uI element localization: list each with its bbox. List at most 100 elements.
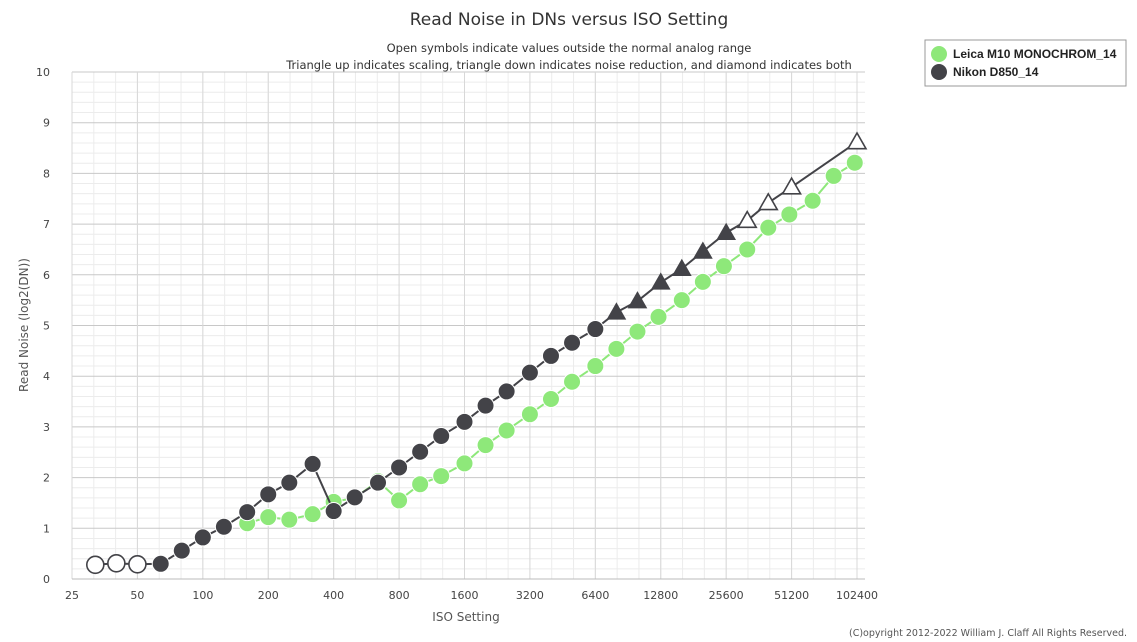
chart-subtitle-line-2: Triangle up indicates scaling, triangle … [285, 58, 852, 72]
data-point-leica [520, 405, 539, 424]
data-point-leica [411, 475, 430, 494]
y-tick-label: 6 [43, 269, 50, 282]
data-point-leica [824, 166, 843, 185]
data-point-leica [303, 505, 322, 524]
data-point-nikon [128, 554, 147, 574]
data-point-leica [714, 257, 733, 276]
data-point-leica [672, 291, 691, 310]
x-tick-label: 25600 [709, 589, 744, 602]
y-tick-label: 7 [43, 218, 50, 231]
data-point-nikon [606, 302, 627, 320]
data-point-nikon [781, 176, 802, 195]
legend-nikon-label: Nikon D850_14 [953, 65, 1039, 79]
data-point-nikon [476, 396, 495, 415]
data-point-nikon [563, 333, 582, 352]
data-point-nikon [757, 192, 779, 211]
data-point-leica [628, 322, 647, 341]
data-point-leica [738, 240, 757, 259]
chart-subtitle-line-1: Open symbols indicate values outside the… [387, 41, 752, 55]
data-point-nikon [214, 517, 233, 536]
data-point-nikon [627, 291, 648, 309]
data-point-nikon [303, 454, 322, 473]
data-point-nikon [671, 258, 692, 276]
copyright-notice: (C)opyright 2012-2022 William J. Claff A… [849, 628, 1127, 639]
data-point-nikon [172, 541, 191, 560]
data-point-nikon [193, 528, 212, 547]
chart-title: Read Noise in DNs versus ISO Setting [410, 10, 729, 30]
data-point-nikon [85, 555, 105, 575]
data-point-leica [259, 508, 278, 527]
data-point-nikon [107, 553, 126, 573]
x-tick-label: 400 [323, 589, 344, 602]
y-tick-label: 8 [43, 167, 50, 180]
data-point-nikon [520, 363, 539, 382]
axes: 0 1 2 3 4 5 6 7 8 9 10 25 50 100 200 400 800 1600 3200 6400… [36, 66, 878, 602]
x-tick-label: 25 [65, 589, 79, 602]
x-tick-label: 200 [258, 589, 279, 602]
data-point-leica [759, 218, 778, 237]
legend-box [924, 39, 1127, 87]
data-point-nikon [650, 272, 671, 290]
x-tick-label: 50 [130, 589, 144, 602]
data-point-leica [607, 339, 626, 358]
x-tick-label: 3200 [516, 589, 544, 602]
data-point-nikon [280, 473, 299, 492]
data-point-nikon [432, 427, 451, 446]
y-tick-label: 10 [36, 66, 50, 79]
data-point-leica [563, 372, 582, 391]
data-point-nikon [693, 241, 713, 259]
series-line-leica [246, 161, 856, 525]
data-point-leica [455, 454, 474, 473]
legend-leica-marker [931, 46, 947, 62]
grid [71, 71, 865, 580]
data-point-nikon [151, 554, 170, 573]
data-point-nikon [324, 502, 343, 521]
x-axis-title: ISO Setting [432, 610, 499, 624]
x-tick-label: 100 [192, 589, 213, 602]
data-point-nikon [716, 222, 737, 240]
x-tick-label: 51200 [774, 589, 809, 602]
data-point-leica [280, 510, 299, 529]
legend-item-nikon[interactable]: Nikon D850_14 [931, 64, 1039, 80]
data-point-leica [693, 272, 712, 291]
data-point-nikon [345, 488, 364, 507]
data-point-leica [586, 357, 605, 376]
data-point-leica [497, 421, 516, 440]
data-point-leica [541, 390, 560, 409]
y-axis-title: Read Noise (log2(DN)) [17, 258, 31, 392]
data-point-nikon [390, 458, 409, 477]
data-point-nikon [238, 503, 257, 522]
legend-item-leica[interactable]: Leica M10 MONOCHROM_14 [931, 46, 1117, 62]
series-nikon [85, 131, 868, 575]
data-point-nikon [497, 382, 516, 401]
x-tick-label: 6400 [581, 589, 609, 602]
data-point-nikon [736, 209, 758, 229]
data-point-leica [649, 307, 668, 326]
data-point-leica [390, 491, 409, 510]
data-point-nikon [586, 320, 605, 339]
data-point-nikon [259, 485, 278, 504]
x-tick-label: 12800 [643, 589, 678, 602]
y-tick-label: 2 [43, 472, 50, 485]
data-point-nikon [411, 442, 430, 461]
legend-nikon-marker [931, 64, 947, 80]
data-point-leica [476, 436, 495, 455]
data-point-nikon [541, 346, 560, 365]
data-point-nikon [846, 131, 868, 150]
legend-leica-label: Leica M10 MONOCHROM_14 [953, 47, 1117, 61]
y-tick-label: 3 [43, 421, 50, 434]
x-tick-label: 1600 [451, 589, 479, 602]
y-tick-label: 4 [43, 370, 50, 383]
y-tick-label: 1 [43, 522, 50, 535]
x-tick-label: 800 [389, 589, 410, 602]
y-tick-label: 0 [43, 573, 50, 586]
series-line-nikon [95, 141, 858, 566]
legend[interactable]: Leica M10 MONOCHROM_14 Nikon D850_14 [924, 39, 1127, 87]
data-point-leica [845, 153, 864, 172]
data-point-leica [432, 467, 451, 486]
data-point-nikon [455, 412, 474, 431]
data-point-leica [803, 191, 822, 210]
y-tick-label: 9 [43, 117, 50, 130]
plot-area [85, 131, 868, 575]
